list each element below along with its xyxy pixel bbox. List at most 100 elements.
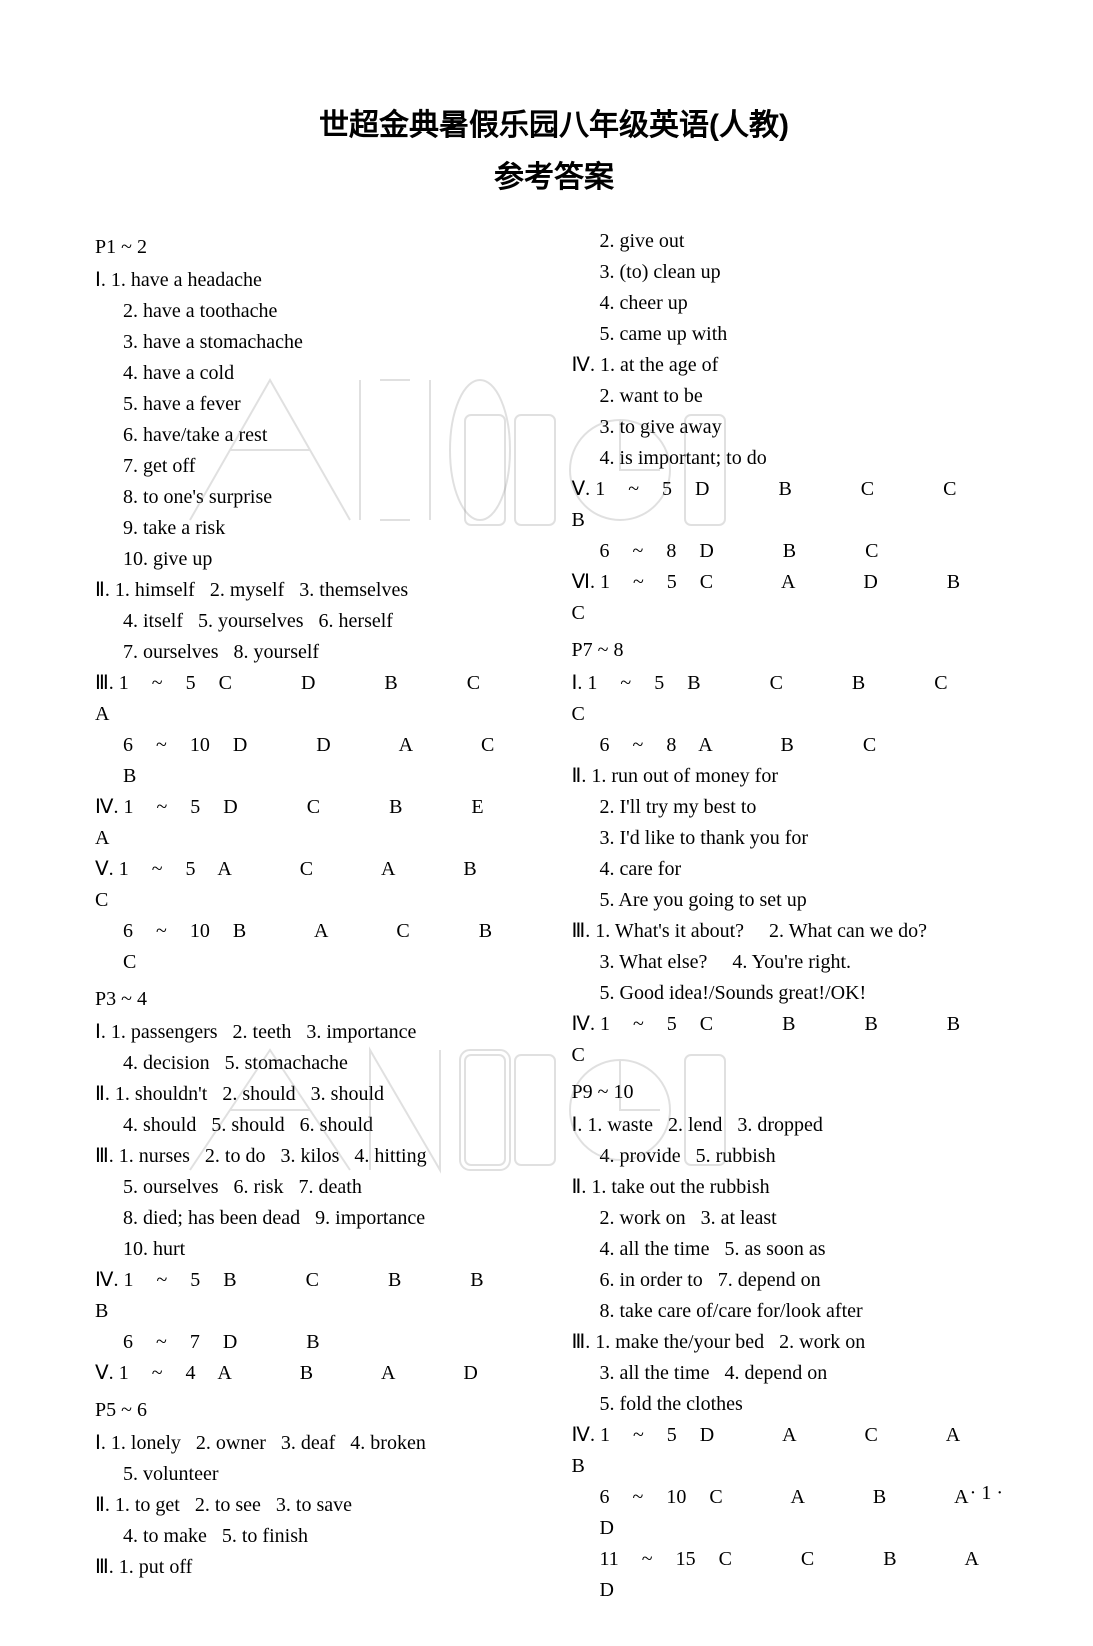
section-2-label: Ⅱ. xyxy=(572,765,587,787)
answer-item: 1 ~ 5 A C A B C xyxy=(95,858,546,911)
answer-item: 6 ~ 7 D B xyxy=(95,1327,537,1358)
answer-item: 4. itself 5. yourselves 6. herself xyxy=(95,606,537,637)
answer-item: 2. want to be xyxy=(572,381,1014,412)
answer-item: 1 ~ 5 B C B B B xyxy=(95,1269,553,1322)
answer-item: 8. died; has been dead 9. importance xyxy=(95,1203,537,1234)
answer-item: 6 ~ 8 D B C xyxy=(572,536,1014,567)
page-range-p7-8: P7 ~ 8 xyxy=(572,635,1014,666)
section-4-label: Ⅳ. xyxy=(95,796,118,818)
answer-item: 6 ~ 8 A B C xyxy=(572,730,1014,761)
answer-item: 1 ~ 5 C A D B C xyxy=(572,571,1030,624)
section-4-label: Ⅳ. xyxy=(572,354,595,376)
answer-item: 10. hurt xyxy=(95,1234,537,1265)
answer-item: 5. have a fever xyxy=(95,389,537,420)
answer-item: 1. What's it about? 2. What can we do? xyxy=(595,920,927,942)
answer-item: 7. get off xyxy=(95,451,537,482)
answer-item: 1. make the/your bed 2. work on xyxy=(595,1331,865,1353)
answer-item: 3. I'd like to thank you for xyxy=(572,823,1014,854)
answer-item: 1. at the age of xyxy=(600,354,718,376)
answer-item: 1. waste 2. lend 3. dropped xyxy=(587,1114,823,1136)
section-1-label: Ⅰ. xyxy=(95,1021,106,1043)
section-6-label: Ⅵ. xyxy=(572,571,595,593)
answer-item: 1. passengers 2. teeth 3. importance xyxy=(111,1021,416,1043)
answer-item: 1. lonely 2. owner 3. deaf 4. broken xyxy=(111,1432,426,1454)
section-2-label: Ⅱ. xyxy=(95,579,110,601)
section-2-label: Ⅱ. xyxy=(572,1176,587,1198)
answer-item: 1 ~ 5 D C B E A xyxy=(95,796,552,849)
section-3-label: Ⅲ. xyxy=(95,1556,114,1578)
answer-item: 1. shouldn't 2. should 3. should xyxy=(115,1083,384,1105)
answer-item: 1 ~ 5 B C B C C xyxy=(572,672,1017,725)
answer-item: 4. provide 5. rubbish xyxy=(572,1141,1014,1172)
answer-item: 1 ~ 4 A B A D xyxy=(119,1362,478,1384)
section-5-label: Ⅴ. xyxy=(95,858,114,880)
answer-item: 3. (to) clean up xyxy=(572,257,1014,288)
answer-item: 1. take out the rubbish xyxy=(591,1176,769,1198)
answer-item: 3. have a stomachache xyxy=(95,327,537,358)
section-4-label: Ⅳ. xyxy=(572,1013,595,1035)
section-3-label: Ⅲ. xyxy=(572,1331,591,1353)
answer-item: 5. volunteer xyxy=(95,1459,537,1490)
page-range-p5-6: P5 ~ 6 xyxy=(95,1395,537,1426)
answer-item: 3. all the time 4. depend on xyxy=(572,1358,1014,1389)
answer-item: 3. What else? 4. You're right. xyxy=(572,947,1014,978)
document-content: 世超金典暑假乐园八年级英语(人教) 参考答案 P1 ~ 2 Ⅰ. 1. have… xyxy=(0,0,1093,1646)
answer-item: 2. give out xyxy=(572,226,1014,257)
section-1-label: Ⅰ. xyxy=(95,269,106,291)
answer-item: 4. care for xyxy=(572,854,1014,885)
answer-item: 1 ~ 5 C D B C A xyxy=(95,672,548,725)
section-1-label: Ⅰ. xyxy=(95,1432,106,1454)
answer-item: 5. Are you going to set up xyxy=(572,885,1014,916)
answer-item: 1. put off xyxy=(119,1556,193,1578)
answer-item: 1. himself 2. myself 3. themselves xyxy=(115,579,408,601)
section-1-label: Ⅰ. xyxy=(572,1114,583,1136)
section-5-label: Ⅴ. xyxy=(95,1362,114,1384)
section-2-label: Ⅱ. xyxy=(95,1494,110,1516)
section-3-label: Ⅲ. xyxy=(95,672,114,694)
section-4-label: Ⅳ. xyxy=(95,1269,118,1291)
answer-item: 6. in order to 7. depend on xyxy=(572,1265,1014,1296)
answer-item: 8. to one's surprise xyxy=(95,482,537,513)
section-1-label: Ⅰ. xyxy=(572,672,583,694)
answer-item: 6. have/take a rest xyxy=(95,420,537,451)
answer-item: 6 ~ 10 B A C B C xyxy=(95,916,537,978)
answer-item: 4. cheer up xyxy=(572,288,1014,319)
section-5-label: Ⅴ. xyxy=(572,478,591,500)
answer-item: 1. run out of money for xyxy=(591,765,778,787)
answer-item: 8. take care of/care for/look after xyxy=(572,1296,1014,1327)
section-2-label: Ⅱ. xyxy=(95,1083,110,1105)
answer-item: 1 ~ 5 C B B B C xyxy=(572,1013,1030,1066)
doc-title-2: 参考答案 xyxy=(95,152,1013,196)
answer-item: 7. ourselves 8. yourself xyxy=(95,637,537,668)
right-column: 2. give out 3. (to) clean up 4. cheer up… xyxy=(572,226,1014,1606)
left-column: P1 ~ 2 Ⅰ. 1. have a headache 2. have a t… xyxy=(95,226,537,1606)
page-range-p3-4: P3 ~ 4 xyxy=(95,984,537,1015)
doc-title-1: 世超金典暑假乐园八年级英语(人教) xyxy=(95,100,1013,144)
answer-item: 2. have a toothache xyxy=(95,296,537,327)
answer-item: 5. came up with xyxy=(572,319,1014,350)
answer-item: 1 ~ 5 D A C A B xyxy=(572,1424,1029,1477)
answer-item: 1 ~ 5 D B C C B xyxy=(572,478,1026,531)
answer-item: 4. is important; to do xyxy=(572,443,1014,474)
answer-item: 4. all the time 5. as soon as xyxy=(572,1234,1014,1265)
answer-item: 10. give up xyxy=(95,544,537,575)
answer-item: 9. take a risk xyxy=(95,513,537,544)
answer-item: 4. decision 5. stomachache xyxy=(95,1048,537,1079)
section-3-label: Ⅲ. xyxy=(572,920,591,942)
answer-item: 1. to get 2. to see 3. to save xyxy=(115,1494,352,1516)
answer-item: 1. nurses 2. to do 3. kilos 4. hitting xyxy=(119,1145,427,1167)
answer-item: 1. have a headache xyxy=(111,269,262,291)
answer-item: 2. work on 3. at least xyxy=(572,1203,1014,1234)
answer-item: 5. Good idea!/Sounds great!/OK! xyxy=(572,978,1014,1009)
answer-item: 2. I'll try my best to xyxy=(572,792,1014,823)
answer-item: 11 ~ 15 C C B A D xyxy=(572,1544,1014,1606)
section-3-label: Ⅲ. xyxy=(95,1145,114,1167)
section-4-label: Ⅳ. xyxy=(572,1424,595,1446)
page-range-p1-2: P1 ~ 2 xyxy=(95,232,537,263)
answer-item: 6 ~ 10 D D A C B xyxy=(95,730,537,792)
answer-item: 3. to give away xyxy=(572,412,1014,443)
answer-item: 5. ourselves 6. risk 7. death xyxy=(95,1172,537,1203)
answer-item: 5. fold the clothes xyxy=(572,1389,1014,1420)
page-number: · 1 · xyxy=(970,1482,1003,1505)
page-range-p9-10: P9 ~ 10 xyxy=(572,1077,1014,1108)
